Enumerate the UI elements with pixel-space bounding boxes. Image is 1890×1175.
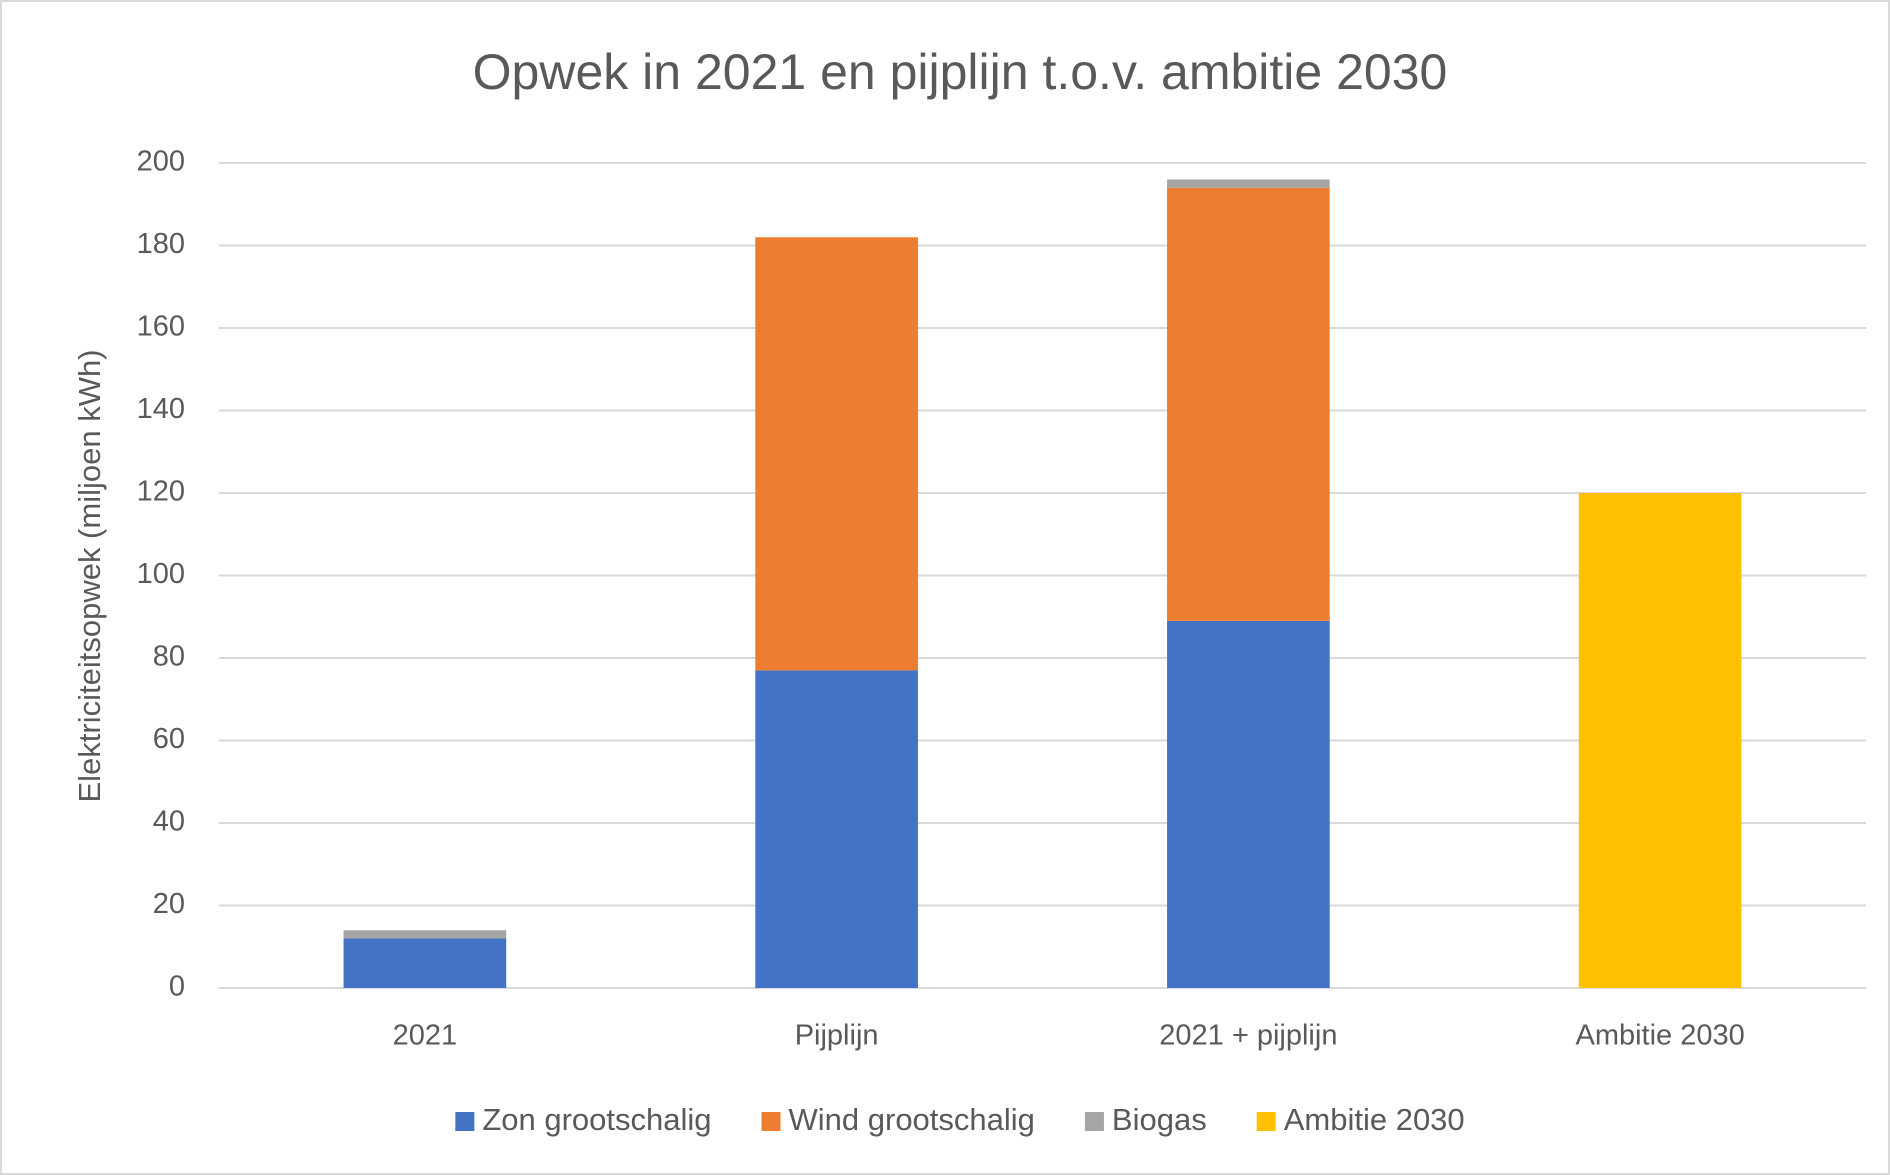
x-tick-label: Ambitie 2030 xyxy=(1575,1020,1744,1052)
bar-segment xyxy=(1578,493,1742,988)
bar-segment xyxy=(343,930,507,939)
y-tick-label: 80 xyxy=(153,641,185,673)
y-tick-label: 180 xyxy=(137,228,185,260)
y-tick-label: 60 xyxy=(153,723,185,755)
legend-swatch xyxy=(761,1112,781,1131)
y-axis-title: Elektriciteitsopwek (miljoen kWh) xyxy=(72,349,107,802)
bar-segment xyxy=(1167,179,1330,188)
y-tick-label: 200 xyxy=(137,146,185,178)
legend-swatch xyxy=(1084,1112,1104,1131)
legend-label: Zon grootschalig xyxy=(482,1102,711,1137)
x-tick-label: Pijplijn xyxy=(795,1020,879,1052)
bar-segment xyxy=(755,237,918,671)
legend-label: Ambitie 2030 xyxy=(1284,1102,1465,1137)
chart-title: Opwek in 2021 en pijplijn t.o.v. ambitie… xyxy=(473,44,1448,100)
y-tick-label: 120 xyxy=(137,476,185,508)
bar-segment xyxy=(1167,187,1330,621)
legend-swatch xyxy=(455,1112,475,1131)
bar-segment xyxy=(343,938,507,988)
y-tick-label: 0 xyxy=(169,971,185,1003)
y-tick-label: 140 xyxy=(137,393,185,425)
bar-segment xyxy=(755,670,918,988)
x-tick-label: 2021 xyxy=(393,1020,458,1052)
y-tick-label: 40 xyxy=(153,806,185,838)
legend-label: Wind grootschalig xyxy=(789,1102,1035,1137)
x-tick-label: 2021 + pijplijn xyxy=(1159,1020,1337,1052)
y-tick-label: 20 xyxy=(153,888,185,920)
legend-label: Biogas xyxy=(1112,1102,1207,1137)
bar-segment xyxy=(1167,620,1330,988)
y-tick-label: 100 xyxy=(137,558,185,590)
legend-swatch xyxy=(1256,1112,1276,1131)
y-tick-label: 160 xyxy=(137,311,185,343)
